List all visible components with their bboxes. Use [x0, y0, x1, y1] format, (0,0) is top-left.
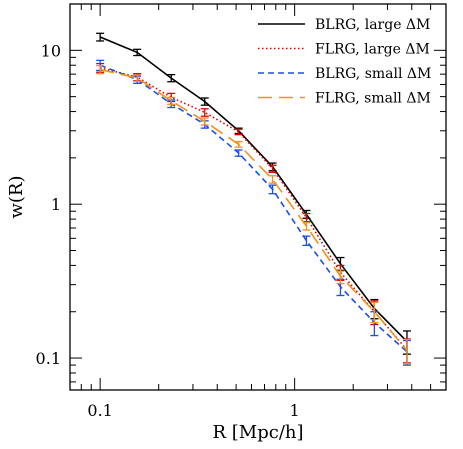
axis-ticks: 0.1 1 0.1 1 10 [36, 3, 447, 420]
y-axis-label: w(R) [6, 175, 27, 218]
y-tick-label: 10 [41, 41, 61, 60]
x-tick-label: 0.1 [87, 401, 112, 420]
series-layer [96, 32, 411, 366]
plot-frame [69, 3, 447, 391]
y-tick-label: 0.1 [36, 349, 61, 368]
legend: BLRG, large ΔM FLRG, large ΔM BLRG, small … [258, 17, 431, 107]
series-2 [96, 62, 411, 364]
y-tick-label: 1 [51, 195, 61, 214]
legend-entry: BLRG, large ΔM [315, 17, 430, 33]
series-line [99, 36, 408, 343]
x-axis-label: R [Mpc/h] [212, 422, 303, 443]
legend-entry: BLRG, small ΔM [315, 66, 431, 82]
legend-entry: FLRG, small ΔM [315, 91, 431, 107]
series-line [99, 64, 408, 353]
legend-entry: FLRG, large ΔM [315, 42, 430, 58]
x-tick-label: 1 [290, 401, 300, 420]
series-4 [96, 64, 411, 365]
